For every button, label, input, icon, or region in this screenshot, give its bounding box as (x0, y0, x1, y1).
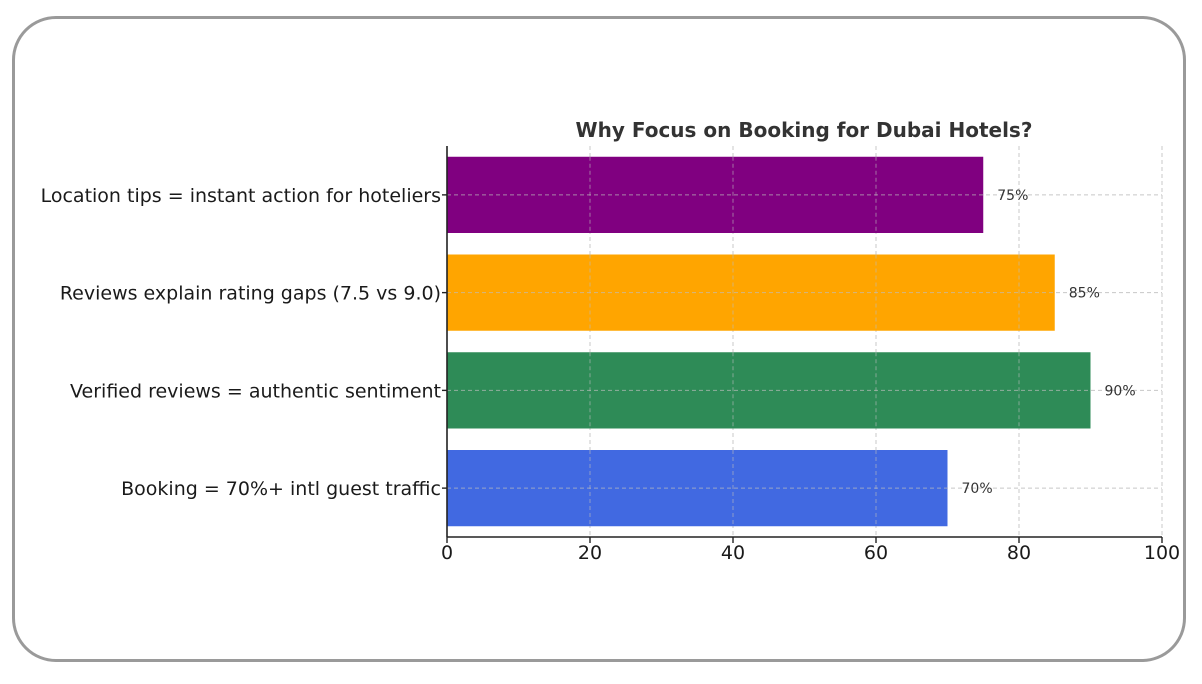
axes (446, 146, 1162, 538)
bar-data-label: 70% (962, 481, 993, 497)
x-tick-label: 20 (578, 542, 602, 564)
bars (447, 156, 1091, 527)
y-tick-label: Verified reviews = authentic sentiment (70, 380, 441, 402)
y-tick-label: Location tips = instant action for hotel… (41, 185, 441, 207)
card-frame (12, 16, 1186, 662)
chart-title: Why Focus on Booking for Dubai Hotels? (576, 118, 1033, 142)
x-tick-label: 40 (721, 542, 745, 564)
bar-data-label: 90% (1105, 383, 1136, 399)
bar-data-label: 85% (1069, 286, 1100, 302)
x-tick-label: 100 (1144, 542, 1180, 564)
x-tick-label: 60 (864, 542, 888, 564)
bar (447, 450, 948, 527)
bar-data-label: 75% (997, 188, 1028, 204)
x-tick-label: 80 (1007, 542, 1031, 564)
y-tick-label: Reviews explain rating gaps (7.5 vs 9.0) (60, 283, 441, 305)
labels: 0 20 40 60 80 100 Booking = 70%+ intl guest tr… (41, 185, 1181, 564)
x-tick-label: 0 (441, 542, 453, 564)
y-tick-label: Booking = 70%+ intl guest traffic (121, 478, 441, 500)
